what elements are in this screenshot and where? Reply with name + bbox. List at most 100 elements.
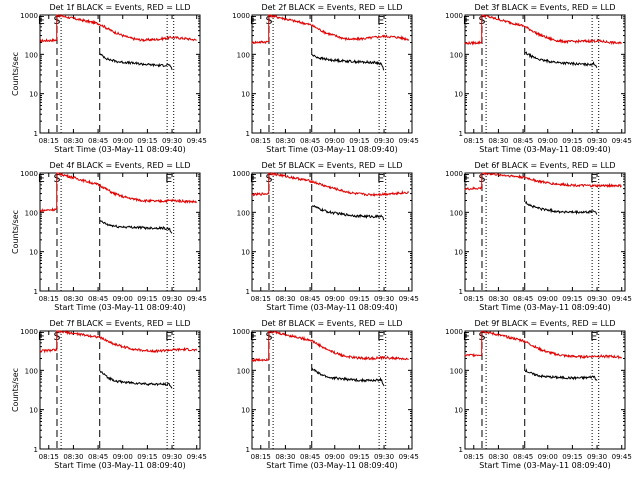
marker-e: E <box>590 172 597 185</box>
marker-e: E <box>377 172 384 185</box>
x-tick-label: 08:15 <box>251 295 271 303</box>
x-tick-label: 08:15 <box>464 453 484 461</box>
x-tick-label: 09:45 <box>187 137 207 145</box>
panel-title: Det 4f BLACK = Events, RED = LLD <box>49 161 190 170</box>
events-series-line <box>99 370 173 389</box>
x-tick-label: 09:15 <box>562 453 582 461</box>
x-tick-label: 09:45 <box>612 137 632 145</box>
x-tick-label: 08:30 <box>275 453 295 461</box>
x-tick-label: 08:30 <box>275 295 295 303</box>
x-axis-label: Start Time (03-May-11 08:09:40) <box>479 303 610 312</box>
x-tick-label: 08:15 <box>464 295 484 303</box>
marker-e: E <box>377 330 384 343</box>
x-tick-label: 09:45 <box>187 453 207 461</box>
x-tick-label: 09:15 <box>137 137 157 145</box>
x-tick-label: 09:00 <box>113 137 133 145</box>
x-tick-label: 09:45 <box>187 295 207 303</box>
x-axis-label: Start Time (03-May-11 08:09:40) <box>479 145 610 154</box>
marker-e: E <box>377 14 384 27</box>
plot-frame <box>464 14 626 134</box>
x-tick-label: 08:15 <box>39 453 59 461</box>
x-tick-label: 08:30 <box>275 137 295 145</box>
plot-panel-2: Det 2f BLACK = Events, RED = LLD 1 10 100 10… <box>232 3 419 154</box>
y-tick-label: 10 <box>454 91 463 99</box>
marker-e: E <box>463 172 470 185</box>
x-tick-label: 09:45 <box>612 295 632 303</box>
y-tick-label: 1000 <box>20 328 38 336</box>
x-tick-label: 09:30 <box>587 453 607 461</box>
lld-series-line <box>251 171 410 197</box>
x-tick-label: 08:15 <box>39 137 59 145</box>
plot-panel-3: Det 3f BLACK = Events, RED = LLD 1 10 100 10… <box>445 3 632 154</box>
x-tick-label: 08:15 <box>251 453 271 461</box>
y-tick-label: 100 <box>450 367 463 375</box>
plot-panel-9: Det 9f BLACK = Events, RED = LLD 1 10 100 10… <box>445 319 632 470</box>
x-axis-label: Start Time (03-May-11 08:09:40) <box>266 461 397 470</box>
panel-title: Det 6f BLACK = Events, RED = LLD <box>474 161 615 170</box>
marker-e: E <box>250 172 257 185</box>
plot-frame <box>39 330 201 450</box>
plot-frame <box>39 172 201 292</box>
x-tick-label: 08:45 <box>513 295 533 303</box>
marker-e: E <box>463 330 470 343</box>
y-tick-label: 1 <box>459 288 463 296</box>
x-axis-label: Start Time (03-May-11 08:09:40) <box>479 461 610 470</box>
x-tick-label: 08:45 <box>300 137 320 145</box>
y-tick-label: 1000 <box>232 328 250 336</box>
panel-title: Det 7f BLACK = Events, RED = LLD <box>49 319 190 328</box>
y-tick-label: 10 <box>29 407 38 415</box>
plot-frame <box>39 14 201 134</box>
x-tick-label: 08:45 <box>88 295 108 303</box>
x-axis-label: Start Time (03-May-11 08:09:40) <box>54 303 185 312</box>
marker-e: E <box>590 330 597 343</box>
x-tick-label: 09:45 <box>612 453 632 461</box>
marker-e: E <box>165 330 172 343</box>
x-tick-label: 09:15 <box>562 295 582 303</box>
x-tick-label: 08:45 <box>513 453 533 461</box>
y-tick-label: 1 <box>459 446 463 454</box>
x-tick-label: 09:30 <box>374 453 394 461</box>
y-tick-label: 10 <box>454 249 463 257</box>
x-tick-label: 08:30 <box>63 295 83 303</box>
x-tick-label: 09:00 <box>538 137 558 145</box>
y-tick-label: 1000 <box>445 12 463 20</box>
y-tick-label: 1 <box>34 446 38 454</box>
y-tick-label: 10 <box>29 91 38 99</box>
lld-series-line <box>39 329 198 354</box>
y-tick-label: 10 <box>29 249 38 257</box>
x-tick-label: 09:30 <box>374 295 394 303</box>
x-tick-label: 09:15 <box>349 295 369 303</box>
marker-e: E <box>38 172 45 185</box>
panel-title: Det 1f BLACK = Events, RED = LLD <box>49 3 190 12</box>
marker-e: E <box>250 330 257 343</box>
y-axis-label: Counts/sec <box>11 210 20 254</box>
y-tick-label: 100 <box>237 209 250 217</box>
x-tick-label: 09:15 <box>562 137 582 145</box>
x-tick-label: 09:30 <box>162 295 182 303</box>
x-tick-label: 09:15 <box>137 453 157 461</box>
panel-title: Det 8f BLACK = Events, RED = LLD <box>261 319 402 328</box>
x-tick-label: 08:15 <box>39 295 59 303</box>
x-tick-label: 09:00 <box>538 295 558 303</box>
events-series-line <box>311 367 385 387</box>
events-series-line <box>524 368 598 381</box>
y-tick-label: 1 <box>34 288 38 296</box>
x-tick-label: 09:30 <box>587 137 607 145</box>
x-tick-label: 09:00 <box>113 295 133 303</box>
x-tick-label: 09:30 <box>162 453 182 461</box>
plot-frame <box>251 330 413 450</box>
lld-series-line <box>464 172 622 191</box>
x-tick-label: 08:15 <box>464 137 484 145</box>
x-tick-label: 09:45 <box>399 137 419 145</box>
events-series-line <box>524 200 598 215</box>
x-tick-label: 08:15 <box>251 137 271 145</box>
x-tick-label: 09:15 <box>137 295 157 303</box>
panel-title: Det 5f BLACK = Events, RED = LLD <box>261 161 402 170</box>
y-tick-label: 10 <box>241 249 250 257</box>
y-tick-label: 1000 <box>445 170 463 178</box>
plot-panel-8: Det 8f BLACK = Events, RED = LLD 1 10 100 10… <box>232 319 419 470</box>
y-tick-label: 1000 <box>232 12 250 20</box>
x-tick-label: 09:15 <box>349 137 369 145</box>
x-tick-label: 08:30 <box>488 295 508 303</box>
x-tick-label: 09:00 <box>325 137 345 145</box>
